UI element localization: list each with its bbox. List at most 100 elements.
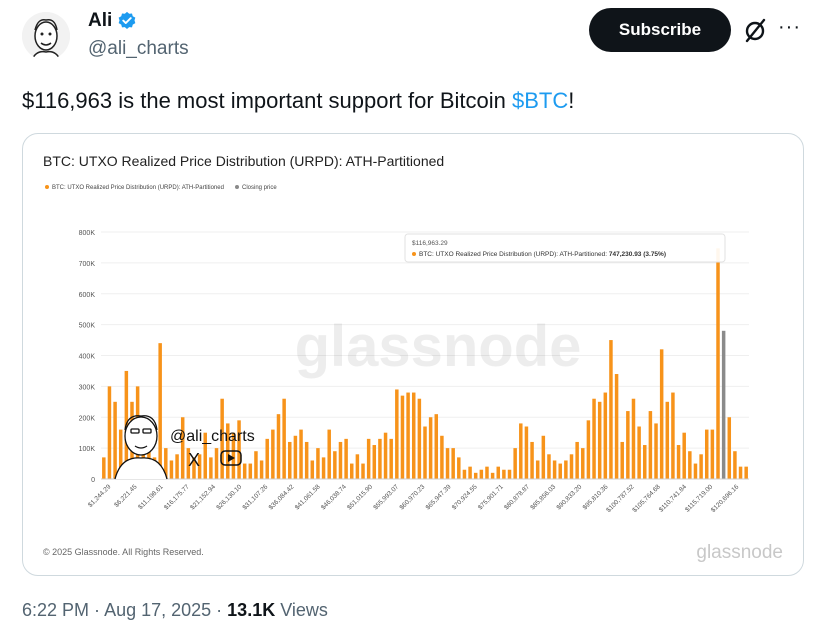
chart-bar[interactable]: [276, 414, 281, 479]
chart-bar[interactable]: [564, 460, 568, 479]
chart-bar[interactable]: [254, 451, 258, 479]
chart-bar[interactable]: [468, 466, 472, 479]
chart-bar[interactable]: [597, 401, 602, 479]
chart-bar[interactable]: [541, 435, 546, 479]
chart-bar[interactable]: [738, 466, 743, 479]
chart-bar[interactable]: [259, 460, 264, 479]
chart-bar[interactable]: [282, 398, 286, 479]
chart-bar[interactable]: [220, 398, 224, 479]
chart-bar[interactable]: [242, 463, 247, 479]
chart-bar[interactable]: [406, 392, 410, 479]
chart-bar[interactable]: [293, 435, 298, 479]
chart-bar[interactable]: [169, 460, 174, 479]
chart-bar[interactable]: [659, 349, 664, 479]
chart-bar[interactable]: [626, 411, 630, 479]
chart-bar[interactable]: [665, 401, 670, 479]
chart-bar[interactable]: [118, 429, 123, 479]
chart-bar[interactable]: [744, 466, 748, 479]
media-card[interactable]: BTC: UTXO Realized Price Distribution (U…: [22, 133, 804, 576]
chart-bar[interactable]: [209, 457, 213, 479]
chart-bar[interactable]: [321, 457, 326, 479]
chart-bar[interactable]: [569, 454, 574, 479]
chart-bar[interactable]: [727, 417, 732, 479]
chart-bar[interactable]: [676, 445, 681, 479]
chart-bar[interactable]: [451, 448, 455, 479]
chart-bar[interactable]: [113, 401, 117, 479]
chart-bar[interactable]: [389, 438, 393, 479]
chart-bar[interactable]: [733, 451, 737, 479]
chart-bar[interactable]: [524, 426, 529, 479]
chart-bar[interactable]: [434, 414, 439, 479]
chart-bar[interactable]: [310, 460, 315, 479]
chart-bar[interactable]: [710, 429, 715, 479]
chart-bar[interactable]: [333, 451, 337, 479]
chart-bar[interactable]: [344, 438, 348, 479]
chart-bar[interactable]: [693, 463, 698, 479]
chart-bar[interactable]: [552, 460, 557, 479]
chart-bar[interactable]: [366, 438, 371, 479]
chart-bar[interactable]: [490, 472, 495, 479]
chart-bar[interactable]: [175, 454, 179, 479]
chart-bar[interactable]: [704, 429, 709, 479]
chart-bar[interactable]: [102, 457, 106, 479]
chart-bar[interactable]: [440, 435, 444, 479]
chart-bar[interactable]: [513, 448, 517, 479]
cashtag-link[interactable]: $BTC: [511, 88, 569, 113]
chart-bar[interactable]: [637, 426, 641, 479]
chart-bar[interactable]: [265, 438, 269, 479]
chart-bar[interactable]: [288, 441, 292, 479]
ellipsis-icon[interactable]: ···: [778, 16, 801, 38]
chart-bar[interactable]: [423, 426, 427, 479]
chart-bar[interactable]: [378, 438, 382, 479]
closing-price-bar[interactable]: [721, 330, 726, 479]
chart-bar[interactable]: [530, 441, 534, 479]
author-name[interactable]: Ali: [88, 10, 113, 31]
chart-bar[interactable]: [479, 469, 484, 479]
chart-bar[interactable]: [107, 386, 112, 479]
chart-bar[interactable]: [496, 466, 500, 479]
chart-bar[interactable]: [203, 432, 207, 479]
chart-bar[interactable]: [372, 445, 377, 479]
chart-bar[interactable]: [586, 420, 591, 479]
chart-bar[interactable]: [699, 454, 703, 479]
chart-bar[interactable]: [507, 469, 512, 479]
chart-bar[interactable]: [428, 417, 433, 479]
chart-bar[interactable]: [519, 423, 523, 479]
chart-bar[interactable]: [643, 445, 647, 479]
chart-bar[interactable]: [192, 457, 196, 479]
chart-bar[interactable]: [316, 448, 320, 479]
chart-bar[interactable]: [671, 392, 675, 479]
chart-bar[interactable]: [581, 448, 585, 479]
chart-bar[interactable]: [609, 340, 613, 479]
tweet-time[interactable]: 6:22 PM: [22, 600, 90, 620]
chart-bar[interactable]: [547, 454, 551, 479]
chart-bar[interactable]: [631, 398, 636, 479]
chart-bar[interactable]: [445, 448, 450, 479]
chart-bar[interactable]: [682, 432, 686, 479]
chart-bar[interactable]: [214, 448, 219, 479]
chart-bar[interactable]: [395, 389, 399, 479]
chart-bar[interactable]: [355, 454, 360, 479]
chart-bar[interactable]: [457, 457, 461, 479]
chart-bar[interactable]: [383, 432, 388, 479]
chart-bar[interactable]: [338, 441, 343, 479]
chart-bar[interactable]: [620, 441, 624, 479]
chart-bar[interactable]: [237, 420, 241, 479]
chart-bar[interactable]: [473, 472, 478, 479]
chart-bar[interactable]: [231, 432, 236, 479]
chart-bar[interactable]: [299, 429, 303, 479]
chart-bar[interactable]: [164, 448, 168, 479]
chart-bar[interactable]: [400, 395, 405, 479]
chart-bar[interactable]: [411, 392, 416, 479]
chart-bar[interactable]: [350, 463, 354, 479]
author-name-row[interactable]: Ali: [88, 10, 137, 32]
chart-bar[interactable]: [614, 374, 619, 479]
avatar[interactable]: [22, 12, 70, 60]
chart-bar[interactable]: [592, 398, 596, 479]
chart-bar[interactable]: [180, 417, 185, 479]
chart-bar[interactable]: [648, 411, 653, 479]
slashed-circle-icon[interactable]: [742, 16, 770, 44]
chart-bar[interactable]: [248, 463, 253, 479]
chart-bar[interactable]: [502, 469, 506, 479]
author-handle[interactable]: @ali_charts: [88, 38, 189, 59]
